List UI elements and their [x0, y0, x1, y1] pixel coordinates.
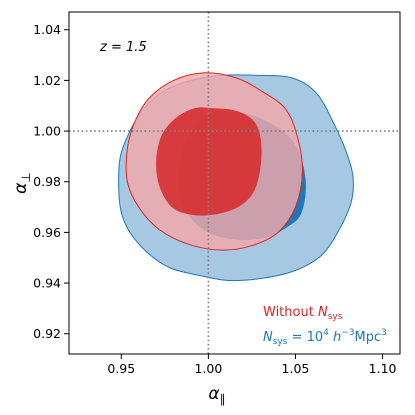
- y-axis-ticks: 0.92 0.94 0.96 0.98 1.00 1.02 1.04: [33, 22, 69, 341]
- annotation-redshift: z = 1.5: [99, 40, 147, 55]
- y-tick-label: 0.94: [33, 276, 61, 291]
- contour-layer: [118, 72, 354, 282]
- y-axis-label: α⊥: [11, 172, 33, 194]
- y-tick-label: 0.96: [33, 225, 61, 240]
- legend-entry-without-nsys: Without Nsys: [263, 305, 343, 322]
- x-axis-ticks: 0.95 1.00 1.05 1.10: [107, 354, 397, 376]
- plot-frame: [68, 11, 401, 355]
- y-tick-label: 1.04: [33, 22, 61, 37]
- y-axis-label-subscript: ⊥: [19, 172, 33, 182]
- contour-inner-without-nsys: [156, 107, 262, 216]
- x-tick-label: 1.05: [282, 361, 310, 376]
- y-tick-label: 0.98: [33, 174, 61, 189]
- x-tick-label: 1.10: [369, 361, 397, 376]
- y-tick-label: 1.02: [33, 73, 61, 88]
- x-axis-label-subscript: ∥: [220, 392, 226, 406]
- y-tick-label: 0.92: [33, 326, 61, 341]
- x-tick-label: 1.00: [194, 361, 222, 376]
- y-tick-label: 1.00: [33, 124, 61, 139]
- x-axis-label: α∥: [208, 384, 225, 406]
- reference-lines: [69, 12, 400, 354]
- legend-entry-nsys: Nsys = 104 h−3Mpc3: [263, 328, 387, 347]
- x-tick-label: 0.95: [107, 361, 135, 376]
